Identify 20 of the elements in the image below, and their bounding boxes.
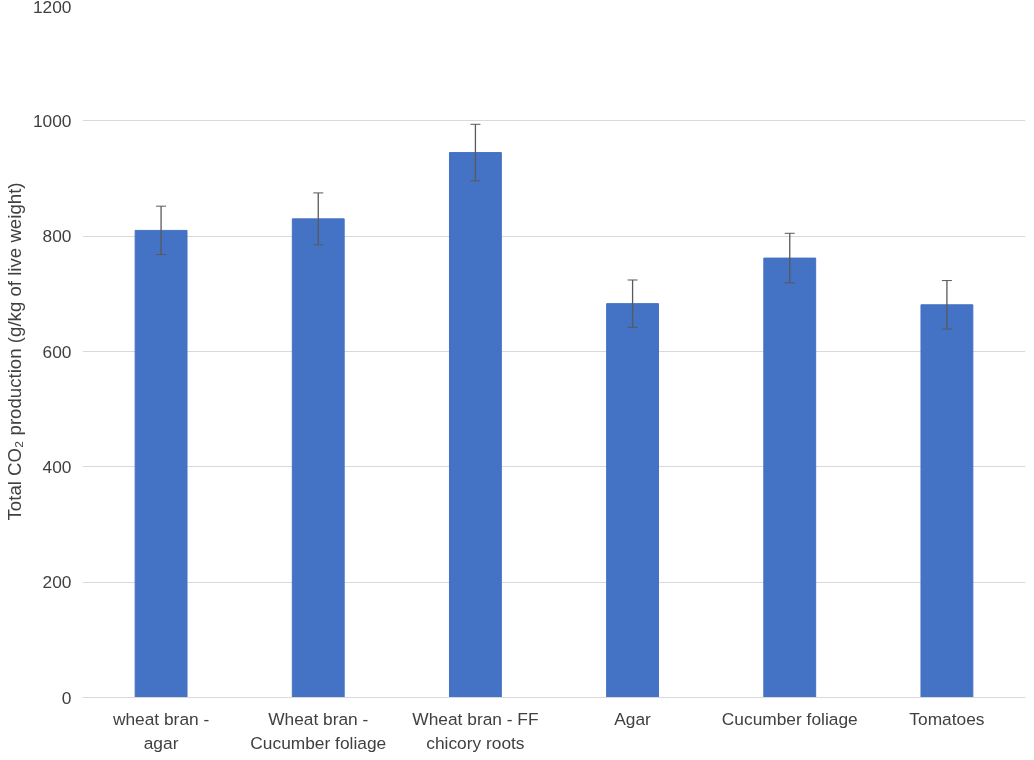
x-tick-label: Tomatoes xyxy=(909,708,985,729)
bar xyxy=(763,257,817,698)
x-tick-label: Cucumber foliage xyxy=(721,708,858,729)
y-tick-label: 1200 xyxy=(32,0,72,17)
bar xyxy=(291,218,345,698)
bar xyxy=(606,303,660,698)
y-tick-label: 200 xyxy=(42,572,72,593)
y-tick-label: 800 xyxy=(42,226,72,247)
y-axis-title: Total CO₂ production (g/kg of live weight) xyxy=(3,182,25,521)
bar xyxy=(448,152,502,698)
x-tick-label: Agar xyxy=(614,708,652,729)
x-tick-label: Wheat bran - Cucumber foliage xyxy=(250,708,387,753)
x-tick-label: wheat bran - agar xyxy=(111,708,210,753)
y-tick-label: 0 xyxy=(61,687,72,708)
x-tick-label: Wheat bran - FF chicory roots xyxy=(412,708,539,753)
y-tick-label: 1000 xyxy=(32,110,72,131)
bar xyxy=(134,229,188,698)
bar xyxy=(920,304,974,698)
y-tick-label: 600 xyxy=(42,341,72,362)
y-tick-label: 400 xyxy=(42,456,72,477)
